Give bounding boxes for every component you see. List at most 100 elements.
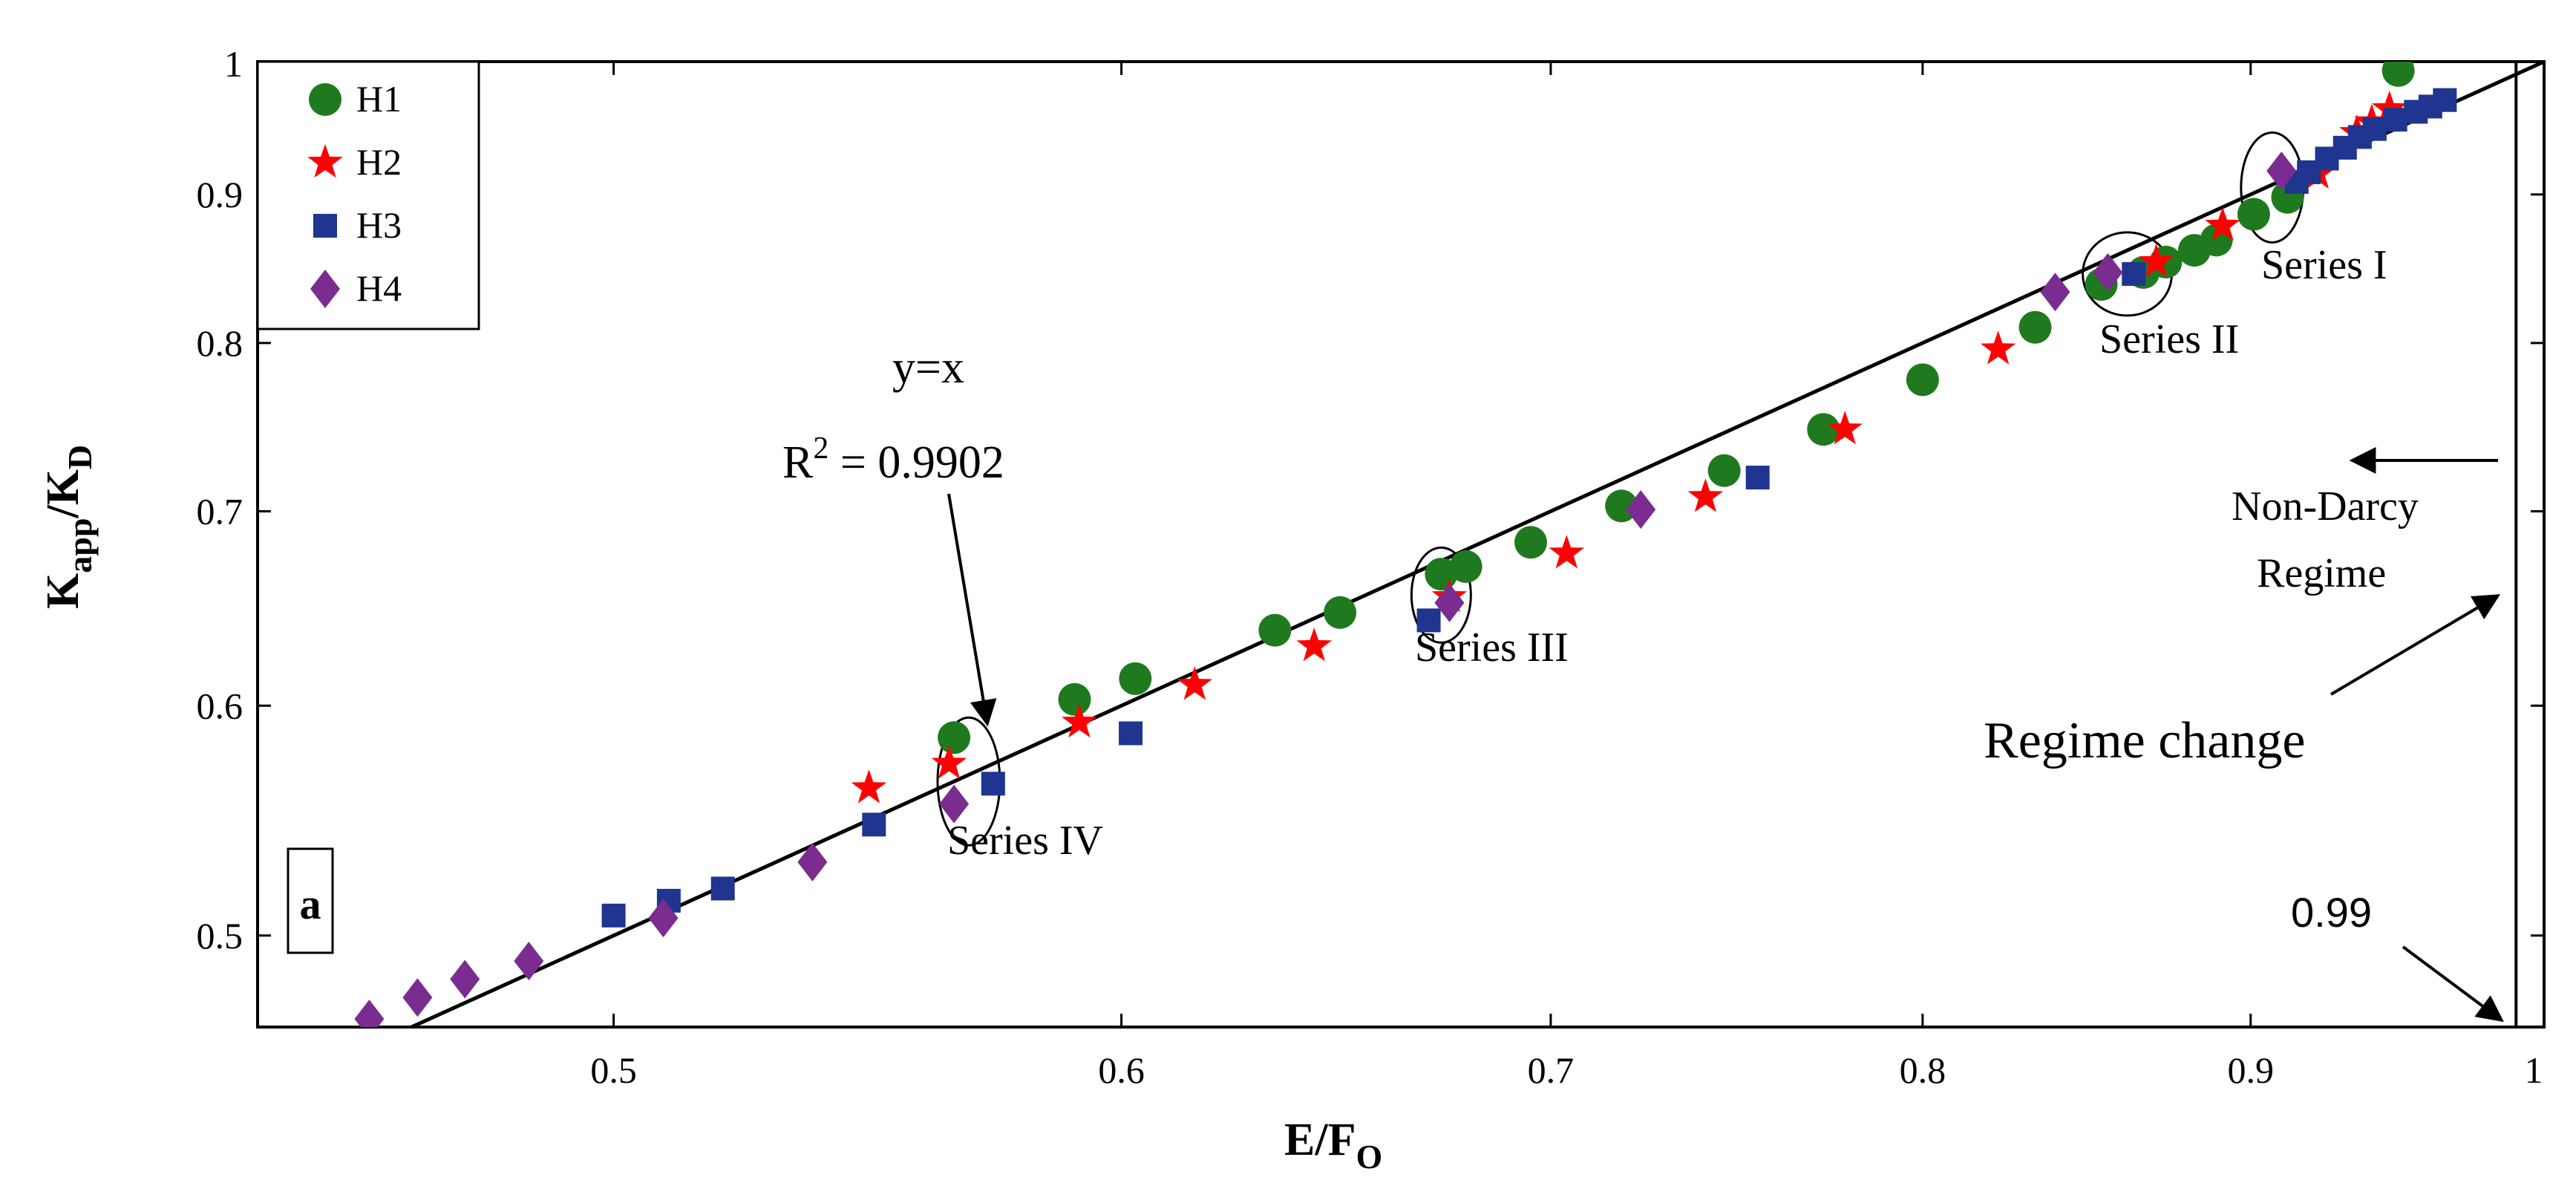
h2-point-0 [851, 769, 887, 804]
h4-point-7 [1434, 583, 1465, 622]
legend-markers [307, 83, 343, 308]
panel-label-box [287, 847, 334, 954]
h1-point-3 [1258, 613, 1292, 647]
y-tick-label-1: 0.6 [197, 685, 243, 726]
series-iii-ellipse [1410, 546, 1472, 644]
legend-marker-h4 [310, 270, 340, 308]
y-tick-label-5: 1 [224, 43, 243, 85]
h3-point-4 [981, 772, 1005, 796]
reference-line-y-equals-x [407, 62, 2544, 1027]
legend: H1 H2 H3 H4 [256, 60, 480, 330]
legend-box [256, 60, 480, 330]
plot-area-frame [256, 60, 2546, 1029]
regime-change-arrow [2330, 594, 2501, 696]
h3-point-5 [1119, 721, 1143, 746]
series-iv-label: Series IV [947, 818, 1103, 864]
y-axis-title: Kapp/KD [38, 445, 99, 609]
h2-point-8 [1827, 411, 1863, 445]
h4-point-2 [450, 959, 480, 999]
r-squared-value: = 0.9902 [828, 437, 1004, 488]
h3-point-2 [710, 876, 735, 901]
h3-point-8 [2122, 261, 2146, 286]
h2-point-10 [2138, 243, 2174, 278]
h1-point-1 [1058, 682, 1091, 716]
panel-label: a [300, 880, 321, 928]
y-tick-labels: 0.5 0.6 0.7 0.8 0.9 1 [197, 43, 243, 956]
h2-point-9 [1980, 330, 2016, 365]
h4-point-3 [514, 942, 544, 981]
x-tick-label-1: 0.6 [1098, 1049, 1145, 1091]
h4-point-1 [402, 978, 433, 1017]
h3-point-3 [862, 812, 886, 837]
h1-point-9 [1707, 454, 1741, 487]
h2-point-4 [1296, 628, 1332, 662]
h3-point-6 [1416, 608, 1441, 633]
legend-marker-h1 [309, 83, 341, 116]
h3-point-15 [2383, 108, 2407, 132]
h4-point-5 [797, 842, 828, 881]
h2-point-11 [2205, 206, 2240, 241]
non-darcy-label-line2: Regime [2257, 550, 2386, 596]
y-tick-label-0: 0.5 [197, 915, 243, 956]
h4-point-10 [2093, 252, 2123, 292]
x-tick-label-2: 0.7 [1528, 1049, 1575, 1091]
vertical-line-value-label: 0.99 [2291, 889, 2372, 936]
r-squared-symbol: R [782, 437, 814, 488]
h2-point-6 [1549, 535, 1584, 569]
x-tick-labels: 0.5 0.6 0.7 0.8 0.9 1 [590, 1049, 2543, 1091]
x-axis-title-main: E/F [1284, 1115, 1356, 1165]
h1-point-18 [2237, 198, 2270, 231]
y-axis-title-main: K [38, 573, 88, 609]
vertical-line-value-arrow [2402, 945, 2504, 1023]
h1-point-20 [2382, 62, 2415, 87]
h4-point-11 [2266, 151, 2297, 191]
legend-label-h2: H2 [356, 141, 402, 183]
x-tick-label-0: 0.5 [590, 1049, 637, 1091]
x-axis-title-subscript: O [1356, 1138, 1382, 1176]
fit-label: y=x [892, 342, 964, 393]
h4-point-9 [2040, 273, 2070, 312]
legend-marker-h2 [307, 144, 343, 178]
h1-point-0 [938, 721, 971, 755]
y-axis-title-slash-k: /K [38, 469, 88, 518]
h4-point-8 [1626, 490, 1656, 529]
regime-change-label: Regime change [1984, 712, 2305, 769]
y-tick-label-4: 0.9 [197, 174, 243, 215]
legend-label-h4: H4 [356, 267, 402, 309]
data-points [354, 62, 2457, 1027]
h1-point-10 [1807, 413, 1840, 446]
h1-point-4 [1324, 596, 1357, 629]
h1-point-6 [1449, 550, 1482, 583]
h1-point-12 [2018, 310, 2052, 344]
fit-arrow [947, 493, 997, 727]
y-tick-label-3: 0.8 [197, 322, 243, 364]
axis-ticks [258, 60, 2546, 1027]
r-squared-exponent: 2 [813, 431, 828, 466]
h4-point-0 [354, 1000, 385, 1027]
h1-point-2 [1119, 662, 1152, 695]
series-i-label: Series I [2261, 242, 2387, 288]
legend-label-h1: H1 [356, 78, 402, 120]
h3-point-14 [2362, 117, 2387, 141]
y-axis-title-subscript-d: D [61, 445, 99, 469]
h4-point-4 [648, 899, 679, 938]
y-tick-label-2: 0.7 [197, 491, 243, 532]
h2-point-2 [1062, 704, 1097, 738]
h2-point-15 [2372, 91, 2407, 125]
series-ii-label: Series II [2099, 316, 2239, 362]
h3-point-18 [2433, 88, 2457, 112]
x-axis-title: E/FO [1284, 1115, 1382, 1176]
h4-point-6 [939, 784, 970, 824]
h2-point-7 [1687, 478, 1724, 512]
r-squared-label: R2 = 0.9902 [782, 431, 1004, 488]
x-tick-label-4: 0.9 [2227, 1049, 2274, 1091]
x-tick-label-3: 0.8 [1900, 1049, 1946, 1091]
legend-label-h3: H3 [356, 204, 402, 246]
series-iii-label: Series III [1415, 625, 1569, 671]
h1-point-11 [1906, 363, 1939, 397]
legend-marker-h3 [313, 214, 337, 238]
h3-point-7 [1745, 466, 1770, 490]
non-darcy-label-line1: Non-Darcy [2232, 483, 2419, 529]
h1-point-7 [1514, 526, 1548, 559]
